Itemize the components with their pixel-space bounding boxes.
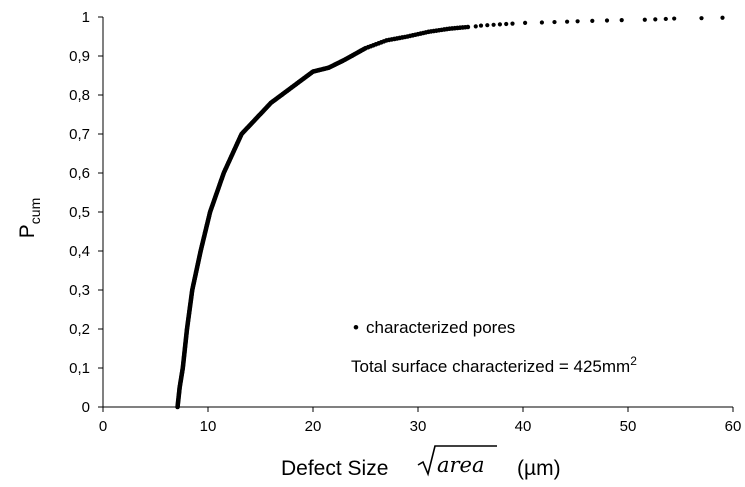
data-point (465, 24, 471, 30)
data-point (491, 22, 496, 27)
data-point (504, 21, 509, 27)
data-point (510, 21, 515, 26)
x-tick-label: 30 (410, 418, 427, 435)
x-axis-title-math: area (437, 453, 485, 477)
y-tick-label: 0,8 (69, 87, 90, 104)
data-point (653, 17, 658, 22)
data-point (539, 20, 545, 25)
data-point (523, 20, 528, 25)
y-tick-label: 0,1 (69, 360, 90, 377)
data-point (642, 17, 647, 22)
data-point (473, 24, 478, 29)
x-tick-label: 20 (305, 418, 322, 435)
data-point (699, 16, 704, 21)
data-point (478, 23, 484, 28)
annotation-sup: 2 (630, 354, 637, 368)
annotation-main: Total surface characterized = 425mm (351, 357, 630, 376)
legend-marker: • (353, 318, 359, 337)
data-point (565, 19, 570, 24)
ticks: 0 10 20 30 40 50 60 0 0,1 0,2 0,3 0,4 0,5 0,6 0,7 0,8 0,… (69, 9, 741, 435)
x-tick-label: 0 (99, 418, 107, 435)
data-point (672, 16, 677, 21)
svg-text:Pcum: Pcum (16, 198, 43, 238)
data-point (575, 19, 580, 24)
data-point (590, 18, 595, 23)
axes (102, 17, 733, 408)
annotation-text: Total surface characterized = 425mm2 (351, 354, 637, 376)
x-axis-title: Defect Size area (µm) (281, 445, 561, 480)
y-tick-label: 0,6 (69, 165, 90, 182)
x-axis-title-prefix: Defect Size (281, 457, 388, 480)
y-axis-title-sub: cum (27, 198, 43, 224)
x-tick-label: 60 (725, 418, 742, 435)
legend-label: characterized pores (366, 318, 515, 337)
data-point (497, 22, 502, 27)
data-point (619, 18, 624, 23)
data-point (663, 16, 668, 22)
data-point (552, 19, 557, 25)
y-tick-label: 0,7 (69, 126, 90, 143)
data-point (604, 18, 610, 23)
y-tick-label: 0 (82, 399, 90, 416)
sqrt-sign-icon (417, 445, 497, 477)
y-tick-label: 1 (82, 9, 90, 26)
x-tick-label: 50 (620, 418, 637, 435)
data-points (175, 15, 725, 410)
y-tick-label: 0,4 (69, 243, 90, 260)
y-tick-label: 0,2 (69, 321, 90, 338)
data-point (720, 15, 725, 20)
x-tick-label: 40 (515, 418, 532, 435)
y-axis-title: Pcum (16, 198, 43, 238)
y-tick-label: 0,3 (69, 282, 90, 299)
y-tick-label: 0,9 (69, 48, 90, 65)
x-tick-label: 10 (200, 418, 217, 435)
y-tick-label: 0,5 (69, 204, 90, 221)
data-point (485, 23, 490, 28)
x-axis-title-unit: (µm) (517, 457, 561, 480)
y-axis-title-main: P (16, 224, 39, 238)
